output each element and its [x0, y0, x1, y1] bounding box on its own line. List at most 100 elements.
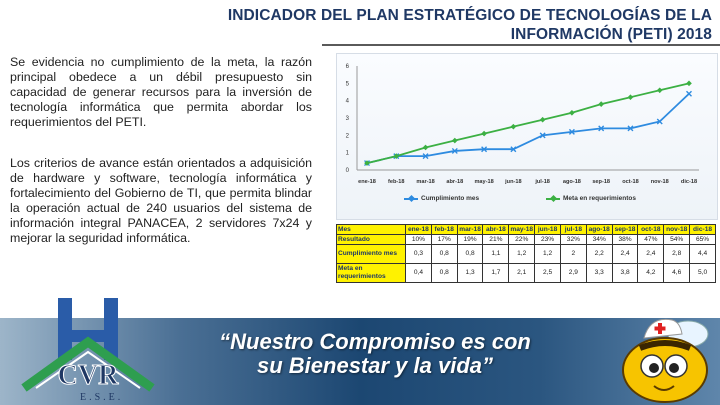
table-header-cell: feb-18 [430, 224, 458, 235]
table-cell: 10% [405, 234, 432, 245]
table-header-cell: abr-18 [482, 224, 510, 235]
table-cell: 0,4 [405, 263, 432, 283]
data-point-meta [627, 94, 634, 101]
table-cell: 0,8 [430, 263, 458, 283]
table-header-cell: oct-18 [637, 224, 665, 235]
legend-item-cumplimiento: Cumplimiento mes [404, 195, 479, 202]
logo-h-right [104, 298, 118, 360]
table-cell: 54% [663, 234, 691, 245]
table-header-cell: ago-18 [585, 224, 613, 235]
y-tick-label: 4 [346, 99, 350, 105]
table-header-cell: dic-18 [689, 224, 716, 235]
y-tick-label: 3 [346, 116, 350, 122]
table-cell: 0,3 [405, 244, 432, 264]
data-point-meta [481, 130, 487, 137]
legend-item-meta: Meta en requerimientos [546, 195, 636, 202]
data-point-meta [598, 101, 605, 107]
series-line-0 [366, 93, 690, 164]
y-tick-label: 0 [346, 168, 350, 174]
chart-canvas: 0 1 2 3 4 5 6 ene-18 feb-18 mar-18 abr-18 may-18 jun… [346, 64, 699, 185]
table-cell: 2,4 [611, 244, 639, 264]
logo-h-bar [68, 330, 108, 342]
table-cell: 4,2 [637, 263, 665, 283]
x-tick-label: oct-18 [622, 179, 638, 185]
data-point-cumplimiento [539, 132, 546, 139]
bee-stripe-icon [638, 340, 692, 351]
x-tick-label: jul-18 [534, 179, 550, 185]
x-tick-label: jun-18 [504, 179, 521, 185]
logo-letters: CVR [58, 360, 119, 391]
data-point-cumplimiento [481, 146, 488, 153]
table-cell: 2,4 [637, 244, 665, 264]
table-cell: 1,2 [534, 244, 561, 264]
y-tick-label: 6 [346, 64, 350, 70]
table-header-row: Mes ene-18 feb-18 mar-18 abr-18 may-18 jun-18 j… [336, 224, 716, 235]
paragraph-criteria: Los criterios de avance están orientados… [10, 156, 312, 245]
data-point-meta [422, 144, 429, 151]
slogan-line-1: “Nuestro Compromiso es con [219, 329, 531, 354]
data-point-meta [686, 80, 692, 87]
data-point-meta [569, 109, 575, 116]
table-cell: 4,4 [689, 244, 716, 264]
x-tick-label: ene-18 [358, 179, 376, 185]
table-cell: 19% [456, 234, 484, 245]
table-cell: 5,0 [689, 263, 716, 283]
table-header-cell: mar-18 [456, 224, 484, 235]
table-cell: 2,8 [663, 244, 691, 264]
logo-roof-inner [35, 350, 141, 389]
table-cell: 38% [611, 234, 639, 245]
legend-swatch-cumplimiento [404, 197, 418, 200]
title-underline [322, 44, 720, 46]
table-cell: 17% [430, 234, 458, 245]
table-cell: 1,7 [482, 263, 510, 283]
logo-roof [21, 336, 155, 392]
table-row: Resultado 10% 17% 19% 21% 22% 23% 32% 34% 38% 47% 5… [336, 234, 716, 245]
bee-pupil-left-icon [649, 363, 659, 373]
table-header-label: Mes [336, 224, 406, 235]
y-tick-label: 5 [346, 81, 350, 87]
table-cell: 0,8 [456, 244, 484, 264]
table-cell: 0,8 [430, 244, 458, 264]
slogan: “Nuestro Compromiso es con su Bienestar … [190, 331, 560, 377]
table-cell: 34% [585, 234, 613, 245]
x-tick-label: may-18 [474, 179, 493, 185]
table-cell: 21% [482, 234, 510, 245]
table-header-cell: ene-18 [405, 224, 432, 235]
x-tick-label: nov-18 [651, 179, 669, 185]
table-cell: 2 [559, 244, 587, 264]
table-header-cell: nov-18 [663, 224, 691, 235]
x-tick-label: dic-18 [681, 179, 697, 185]
table-header-cell: jul-18 [559, 224, 587, 235]
x-tick-label: feb-18 [388, 179, 404, 185]
x-tick-label: ago-18 [563, 179, 581, 185]
table-cell: 1,2 [508, 244, 536, 264]
x-tick-label: mar-18 [416, 179, 434, 185]
table-header-cell: jun-18 [534, 224, 561, 235]
table-cell: 2,9 [559, 263, 587, 283]
y-tick-label: 2 [346, 133, 350, 139]
line-chart: 0 1 2 3 4 5 6 ene-18 feb-18 mar-18 abr-18 may-18 jun… [336, 53, 718, 220]
paragraph-budget: Se evidencia no cumplimiento de la meta,… [10, 55, 312, 129]
series-line-1 [366, 82, 690, 164]
data-point-meta [510, 123, 517, 130]
slide-title: INDICADOR DEL PLAN ESTRATÉGICO DE TECNOL… [227, 7, 712, 43]
bee-pupil-right-icon [669, 363, 679, 373]
table-cell: 3,3 [585, 263, 613, 283]
data-point-cumplimiento [510, 146, 517, 153]
table-cell: 1,3 [456, 263, 484, 283]
data-point-cumplimiento [627, 125, 634, 132]
table-cell: 2,2 [585, 244, 613, 264]
table-cell: 2,5 [534, 263, 561, 283]
table-cell: 1,1 [482, 244, 510, 264]
bee-mascot-icon [622, 318, 709, 403]
chart-legend: Cumplimiento mes Meta en requerimientos [336, 190, 716, 218]
table-cell: 4,6 [663, 263, 691, 283]
data-point-meta [451, 137, 458, 144]
data-table: Mes ene-18 feb-18 mar-18 abr-18 may-18 jun-18 j… [336, 224, 716, 283]
table-header-cell: may-18 [508, 224, 536, 235]
data-point-meta [539, 116, 546, 123]
hospital-logo: CVR [21, 298, 155, 392]
data-point-cumplimiento [422, 153, 429, 160]
bee-smile-icon [653, 385, 675, 391]
